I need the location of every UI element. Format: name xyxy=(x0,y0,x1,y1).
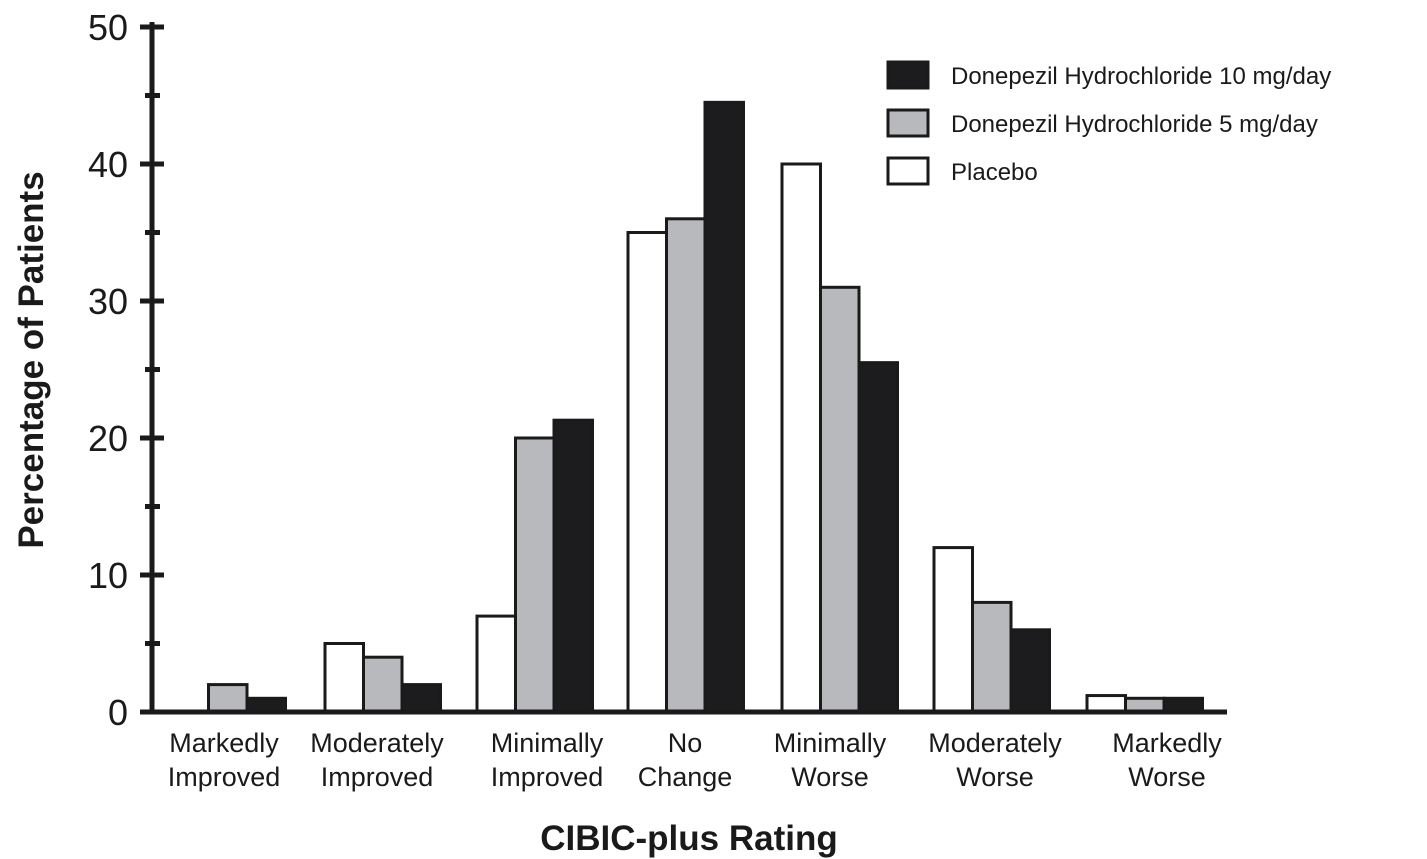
legend-label: Donepezil Hydrochloride 10 mg/day xyxy=(951,63,1331,90)
x-tick-label: Markedly xyxy=(1112,728,1222,758)
y-tick-label: 10 xyxy=(88,555,128,596)
bar-donepezil-5mg-2 xyxy=(514,436,556,714)
bar-donepezil-10mg-3 xyxy=(703,100,745,714)
bar-placebo-5 xyxy=(932,546,974,714)
y-tick-label: 0 xyxy=(108,692,128,733)
legend-swatch xyxy=(886,108,930,138)
x-tick-label: Change xyxy=(638,762,733,792)
x-tick-label: Improved xyxy=(491,762,604,792)
legend-swatch xyxy=(886,60,930,90)
bar-donepezil-10mg-2 xyxy=(552,418,594,714)
y-tick-label: 20 xyxy=(88,418,128,459)
bar-donepezil-5mg-3 xyxy=(665,217,707,714)
bar-donepezil-5mg-4 xyxy=(819,285,861,714)
x-tick-label: Moderately xyxy=(928,728,1062,758)
y-axis-title: Percentage of Patients xyxy=(12,171,51,548)
legend-swatch xyxy=(886,156,930,186)
legend-label: Donepezil Hydrochloride 5 mg/day xyxy=(951,111,1318,138)
x-tick-label: No xyxy=(668,728,703,758)
x-tick-label: Improved xyxy=(321,762,434,792)
bar-placebo-2 xyxy=(475,614,517,714)
bar-donepezil-5mg-0 xyxy=(207,683,249,714)
legend-label: Placebo xyxy=(951,159,1038,186)
x-tick-label: Improved xyxy=(168,762,281,792)
x-tick-label: Minimally xyxy=(774,728,887,758)
x-tick-label: Worse xyxy=(956,762,1034,792)
bar-donepezil-10mg-1 xyxy=(400,683,442,714)
bar-donepezil-10mg-5 xyxy=(1009,628,1051,714)
x-labels-layer: Markedly Improved Moderately Improved Minima… xyxy=(168,728,1223,792)
bar-donepezil-10mg-4 xyxy=(857,361,899,714)
bar-placebo-4 xyxy=(780,162,822,714)
bar-placebo-1 xyxy=(323,642,365,714)
x-tick-label: Minimally xyxy=(491,728,604,758)
x-axis-title: CIBIC-plus Rating xyxy=(540,819,837,858)
x-tick-label: Moderately xyxy=(310,728,444,758)
y-ticks-layer: 0 10 20 30 40 50 xyxy=(88,7,164,733)
bar-donepezil-5mg-1 xyxy=(362,655,404,714)
bars-layer xyxy=(207,100,1204,714)
y-tick-label: 50 xyxy=(88,7,128,48)
y-tick-label: 30 xyxy=(88,281,128,322)
x-tick-label: Worse xyxy=(1128,762,1206,792)
y-tick-label: 40 xyxy=(88,144,128,185)
legend: Donepezil Hydrochloride 10 mg/day Donepez… xyxy=(886,60,1331,186)
x-tick-label: Worse xyxy=(791,762,869,792)
x-tick-label: Markedly xyxy=(169,728,279,758)
bar-placebo-3 xyxy=(626,231,668,714)
bar-donepezil-5mg-5 xyxy=(971,600,1013,714)
